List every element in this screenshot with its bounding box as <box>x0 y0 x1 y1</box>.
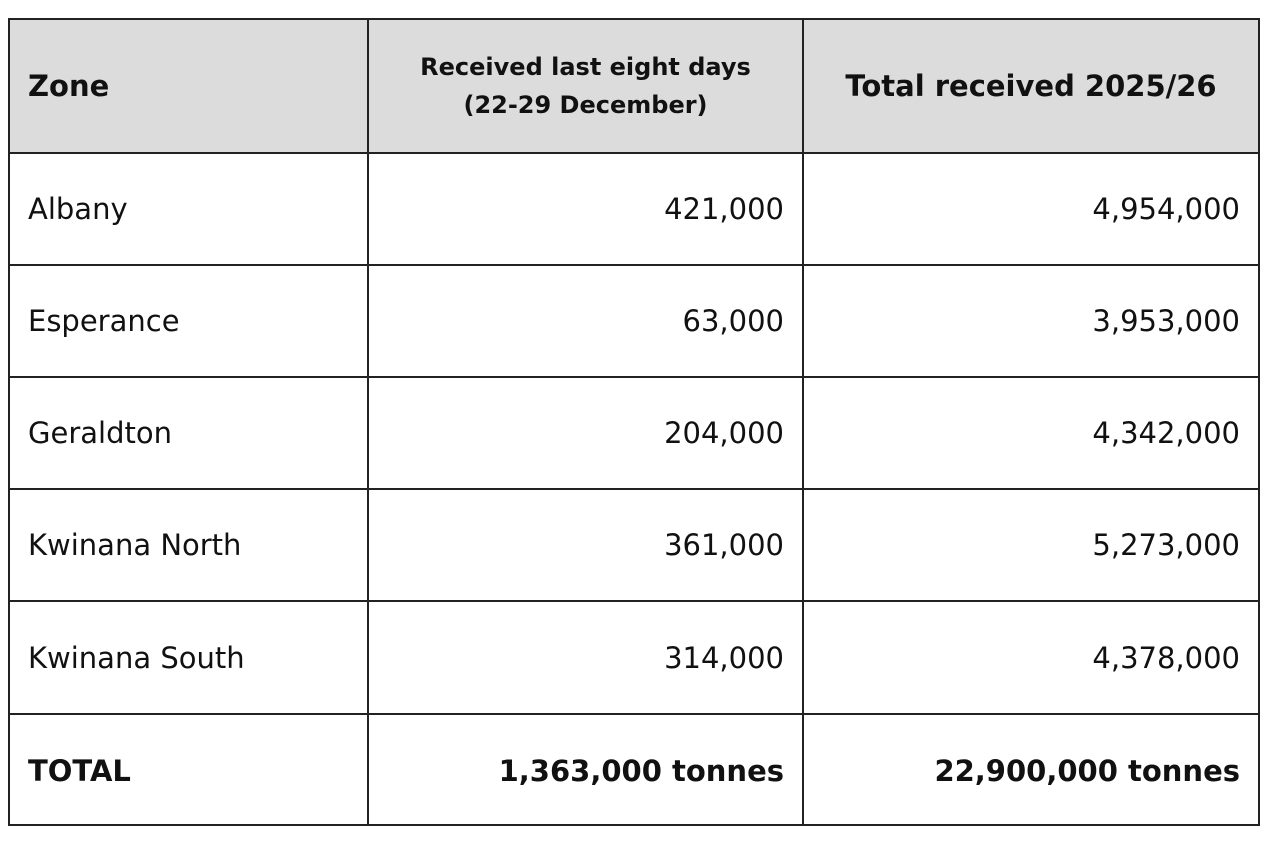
cell-text: 314,000 <box>664 640 784 675</box>
cell-text: 4,342,000 <box>1092 416 1240 450</box>
cell-text: Zone <box>28 69 110 103</box>
table-cell: Albany <box>10 154 369 266</box>
cell-text: 3,953,000 <box>1092 304 1240 338</box>
table-cell: Esperance <box>10 266 369 378</box>
cell-text: (22-29 December) <box>463 91 708 119</box>
cell-text: 1,363,000 tonnes <box>498 753 784 788</box>
cell-text: Received last eight days <box>420 53 751 81</box>
table-cell: 361,000 <box>369 490 804 602</box>
cell-text: Albany <box>28 192 128 226</box>
table-cell: 3,953,000 <box>804 266 1258 378</box>
cell-text: 5,273,000 <box>1092 528 1240 562</box>
cell-text: 4,378,000 <box>1092 640 1240 675</box>
table-cell: 204,000 <box>369 378 804 490</box>
total-cell: TOTAL <box>10 715 369 826</box>
table-cell: 314,000 <box>369 602 804 715</box>
table-cell: Kwinana South <box>10 602 369 715</box>
data-table: Zone Received last eight days (22-29 Decem… <box>8 18 1260 826</box>
header-cell: Received last eight days (22-29 December) <box>369 20 804 154</box>
cell-text: TOTAL <box>28 753 131 788</box>
cell-text: Kwinana South <box>28 640 245 675</box>
cell-text: 4,954,000 <box>1092 192 1240 226</box>
cell-text: Esperance <box>28 304 180 338</box>
table-cell: Kwinana North <box>10 490 369 602</box>
header-cell: Zone <box>10 20 369 154</box>
table-cell: 4,342,000 <box>804 378 1258 490</box>
cell-text: 361,000 <box>664 528 784 562</box>
total-cell: 22,900,000 tonnes <box>804 715 1258 826</box>
table-cell: Geraldton <box>10 378 369 490</box>
table-cell: 4,954,000 <box>804 154 1258 266</box>
table-cell: 4,378,000 <box>804 602 1258 715</box>
cell-text: Total received 2025/26 <box>845 69 1217 103</box>
cell-text: Kwinana North <box>28 528 242 562</box>
cell-text: 22,900,000 tonnes <box>934 753 1240 788</box>
table-cell: 63,000 <box>369 266 804 378</box>
cell-text: 204,000 <box>664 416 784 450</box>
total-cell: 1,363,000 tonnes <box>369 715 804 826</box>
table-cell: 5,273,000 <box>804 490 1258 602</box>
cell-text: Geraldton <box>28 416 172 450</box>
header-cell: Total received 2025/26 <box>804 20 1258 154</box>
cell-text: 421,000 <box>664 192 784 226</box>
cell-text: 63,000 <box>682 304 784 338</box>
table-cell: 421,000 <box>369 154 804 266</box>
